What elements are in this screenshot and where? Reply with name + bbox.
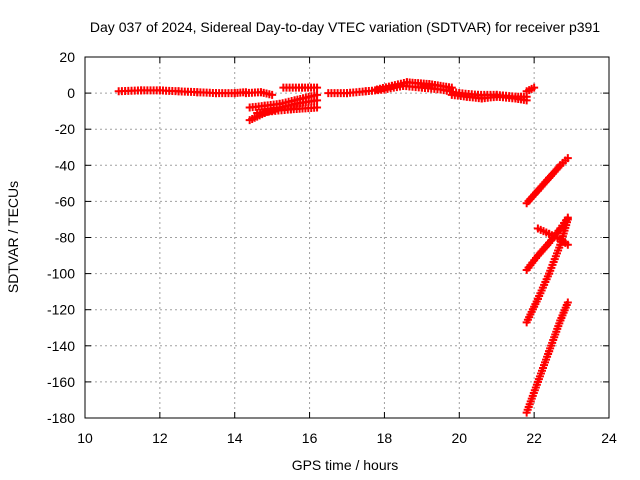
data-point: [563, 298, 572, 307]
chart-title: Day 037 of 2024, Sidereal Day-to-day VTE…: [90, 19, 600, 35]
y-tick-label: -20: [55, 121, 75, 137]
y-tick-label: -80: [55, 230, 75, 246]
data-point: [313, 103, 322, 112]
series-track: [241, 88, 277, 99]
data-point: [447, 83, 456, 92]
x-tick-label: 14: [227, 430, 243, 446]
y-axis: 20 0 -20 -40 -60 -80 -100 -120 -140 -160 -180: [47, 49, 609, 426]
y-tick-label: -160: [47, 374, 75, 390]
series-track: [253, 103, 322, 117]
y-tick-label: -120: [47, 302, 75, 318]
data-point: [563, 240, 572, 249]
x-tick-label: 22: [526, 430, 542, 446]
y-tick-label: 20: [59, 49, 75, 65]
series-track: [114, 86, 250, 98]
series-track: [522, 154, 572, 208]
x-tick-label: 24: [601, 430, 617, 446]
y-tick-label: -180: [47, 410, 75, 426]
data-point: [313, 96, 322, 105]
x-tick-label: 16: [302, 430, 318, 446]
y-tick-label: -100: [47, 266, 75, 282]
series-track: [522, 215, 572, 327]
series-track: [372, 78, 456, 94]
series-track: [522, 83, 539, 96]
data-series: [114, 78, 572, 417]
y-tick-label: 0: [67, 85, 75, 101]
y-tick-label: -40: [55, 157, 75, 173]
grid: [85, 57, 609, 418]
y-tick-label: -60: [55, 193, 75, 209]
data-point: [563, 215, 572, 224]
x-tick-label: 18: [377, 430, 393, 446]
series-track: [522, 298, 572, 417]
data-point: [313, 83, 322, 92]
series-track: [447, 90, 531, 105]
x-axis: 10 12 14 16 18 20 22 24: [77, 57, 617, 446]
data-point: [522, 96, 531, 105]
y-tick-label: -140: [47, 338, 75, 354]
data-point: [268, 90, 277, 99]
data-point: [530, 83, 539, 92]
y-axis-label: SDTVAR / TECUs: [5, 181, 21, 293]
series-track: [279, 83, 322, 92]
data-point: [563, 154, 572, 163]
x-tick-label: 20: [451, 430, 467, 446]
x-tick-label: 12: [152, 430, 168, 446]
x-tick-label: 10: [77, 430, 93, 446]
x-axis-label: GPS time / hours: [292, 457, 399, 473]
